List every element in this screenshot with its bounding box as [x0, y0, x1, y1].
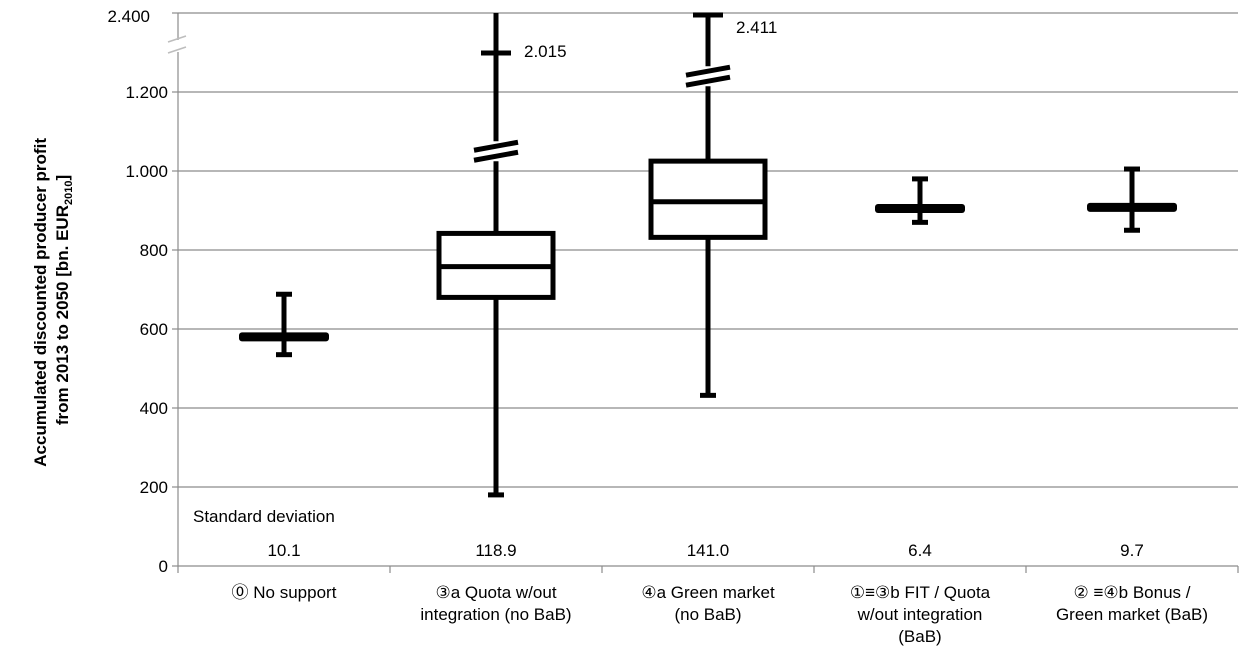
y-tick-label: 1.000 — [125, 162, 168, 181]
std-dev-value: 10.1 — [267, 541, 300, 560]
y-tick-label: 1.200 — [125, 83, 168, 102]
std-dev-heading: Standard deviation — [193, 507, 335, 526]
chart-text: 0 200 400 600 800 1.000 1.200 2.400 Standard dev… — [107, 7, 1208, 646]
y-axis-label-sub: 2010 — [63, 181, 75, 205]
y-axis-label-end: ] — [53, 175, 72, 181]
std-dev-value: 9.7 — [1120, 541, 1144, 560]
box — [239, 332, 329, 342]
y-axis-label-line1: Accumulated discounted producer profit — [31, 138, 50, 467]
category-label: (no BaB) — [674, 605, 741, 624]
whisker-break-mark — [685, 64, 731, 78]
category-label: ③a Quota w/out — [435, 583, 556, 602]
y-axis-label-main: from 2013 to 2050 [bn. EUR — [53, 205, 72, 425]
y-tick-label: 600 — [140, 320, 168, 339]
whisker-break-mark — [473, 149, 519, 163]
category-label: ④a Green market — [641, 583, 775, 602]
box — [648, 158, 768, 240]
category-label: w/out integration — [857, 605, 983, 624]
y-tick-label: 400 — [140, 399, 168, 418]
std-dev-value: 6.4 — [908, 541, 932, 560]
category-label: ② ≡④b Bonus / — [1074, 583, 1191, 602]
box — [875, 204, 965, 214]
whisker-break-mark — [473, 139, 519, 153]
category-label: ①≡③b FIT / Quota — [850, 583, 991, 602]
y-axis-label-line2: from 2013 to 2050 [bn. EUR2010] — [53, 175, 75, 425]
axes — [167, 12, 1239, 573]
category-label: Green market (BaB) — [1056, 605, 1208, 624]
std-dev-value: 141.0 — [687, 541, 730, 560]
whisker-break-mark — [685, 74, 731, 88]
category-label: ⓪ No support — [232, 583, 337, 602]
category-label: integration (no BaB) — [420, 605, 571, 624]
box — [1087, 202, 1177, 212]
box-marks — [239, 12, 1177, 498]
y-tick-label: 2.400 — [107, 7, 150, 26]
y-axis-label: Accumulated discounted producer profit f… — [31, 133, 75, 466]
max-value-label: 2.015 — [524, 42, 567, 61]
y-tick-label: 200 — [140, 478, 168, 497]
axis-break-mark — [167, 35, 187, 43]
std-dev-value: 118.9 — [475, 541, 516, 560]
max-value-label: 2.411 — [736, 18, 777, 37]
y-tick-label: 800 — [140, 241, 168, 260]
category-label: (BaB) — [898, 627, 941, 646]
axis-break-mark — [167, 46, 187, 54]
y-tick-label: 0 — [159, 557, 168, 576]
